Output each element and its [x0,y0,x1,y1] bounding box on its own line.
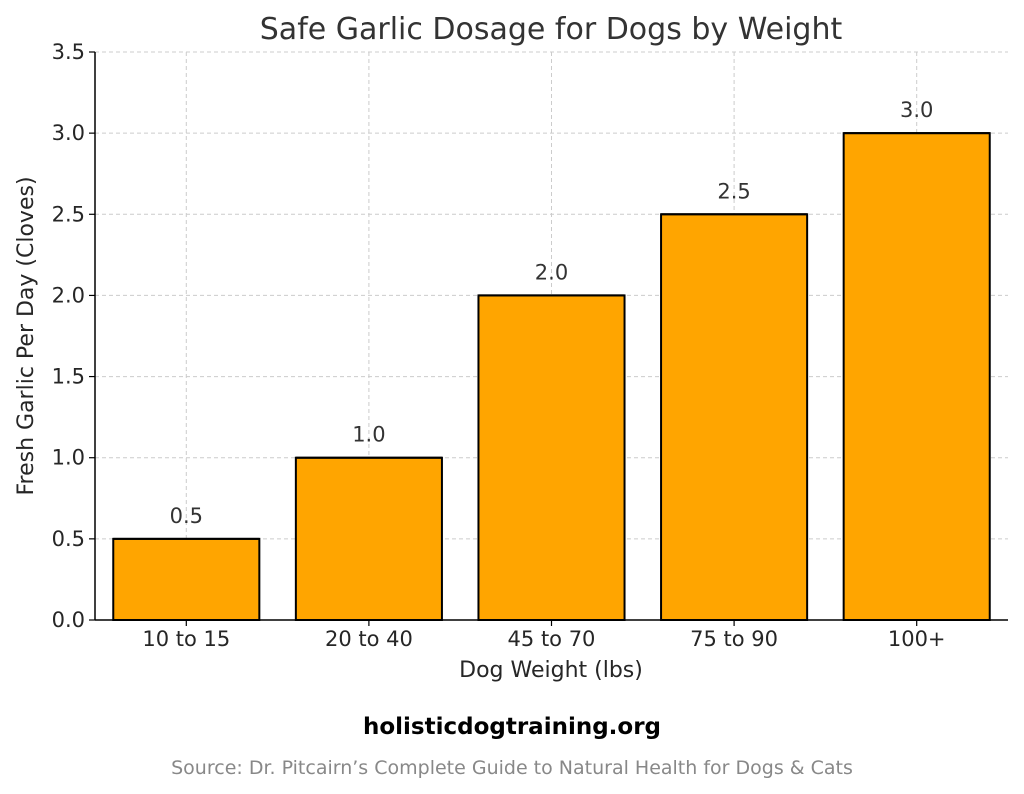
data-label: 2.5 [717,179,750,203]
bar [660,213,809,622]
x-tick-label: 20 to 40 [325,627,413,651]
bar [477,294,626,621]
bars [112,132,991,622]
source-citation: Source: Dr. Pitcairn’s Complete Guide to… [171,757,853,779]
source-website: holisticdogtraining.org [362,714,662,740]
y-tick-label: 0.0 [52,608,85,632]
bar [112,537,261,621]
y-tick-label: 1.5 [52,365,85,389]
x-tick-label: 75 to 90 [690,627,778,651]
x-axis-label: Dog Weight (lbs) [459,658,643,683]
x-axis-ticks: 10 to 15 20 to 40 45 to 70 75 to 90 100+ [142,620,946,651]
x-tick-label: 45 to 70 [508,627,596,651]
y-axis-ticks: 0.0 0.5 1.0 1.5 2.0 2.5 3.0 3.5 [52,40,95,632]
x-tick-label: 100+ [888,627,946,651]
y-tick-label: 3.5 [52,40,85,64]
data-label: 1.0 [352,423,385,447]
y-axis-label: Fresh Garlic Per Day (Cloves) [14,176,39,495]
y-tick-label: 0.5 [52,527,85,551]
x-tick-label: 10 to 15 [142,627,230,651]
data-label: 2.0 [535,260,568,284]
chart-title: Safe Garlic Dosage for Dogs by Weight [260,12,843,47]
bar [294,456,443,622]
y-tick-label: 3.0 [52,121,85,145]
y-tick-label: 2.0 [52,283,85,307]
bar [842,132,991,621]
data-label: 0.5 [170,504,203,528]
data-labels: 0.5 1.0 2.0 2.5 3.0 [170,98,934,528]
y-tick-label: 1.0 [52,446,85,470]
bar-chart: Safe Garlic Dosage for Dogs by Weight 0.… [14,12,1008,683]
y-tick-label: 2.5 [52,202,85,226]
data-label: 3.0 [900,98,933,122]
